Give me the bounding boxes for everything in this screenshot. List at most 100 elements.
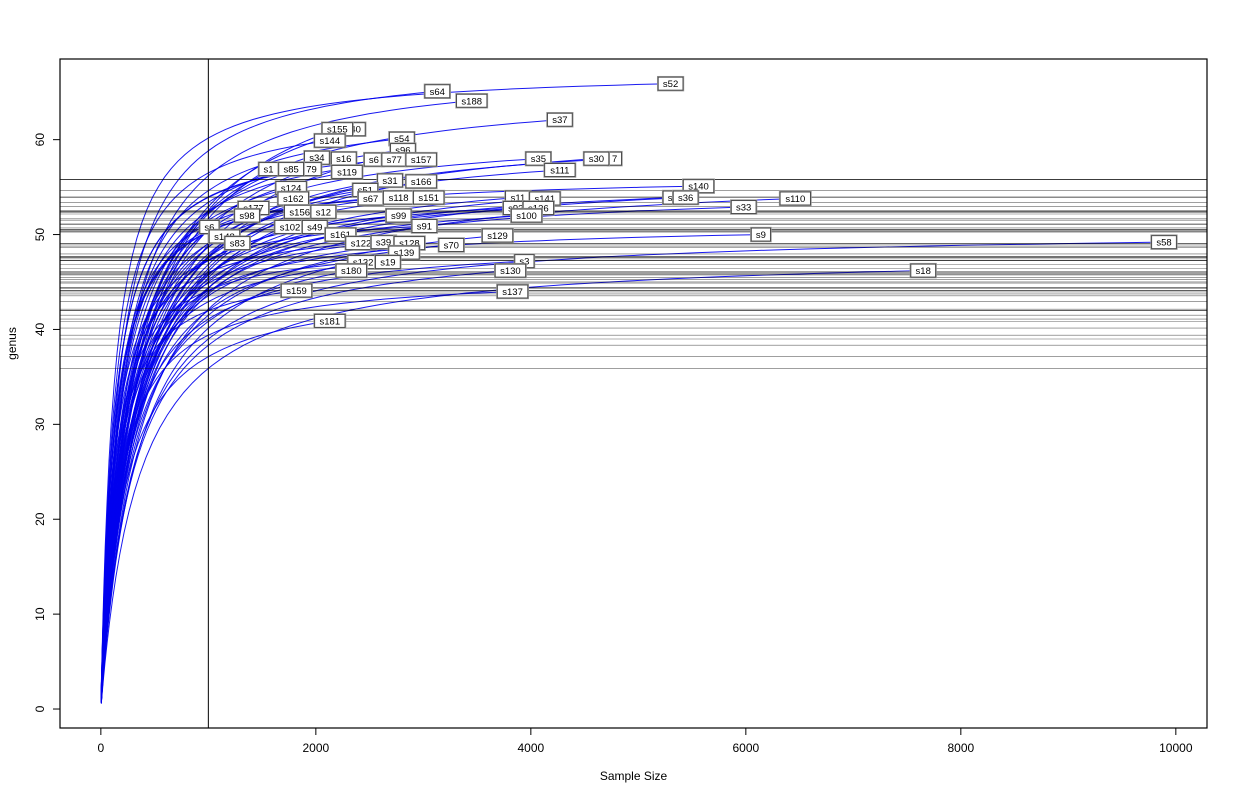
- sample-label-box-shadow: [233, 207, 261, 224]
- sample-label: s83: [230, 239, 245, 250]
- sample-label: s144: [320, 136, 341, 147]
- sample-label-box: [374, 255, 401, 270]
- sample-label-box: [481, 228, 514, 243]
- sample-label: s157: [411, 155, 432, 166]
- rarefaction-curve: [100, 242, 362, 694]
- sample-label: s85: [283, 165, 298, 176]
- sample-label-box: [280, 283, 313, 298]
- sample-label: s31: [382, 176, 397, 187]
- sample-label-box: [234, 208, 260, 223]
- sample-label: s30: [589, 154, 604, 165]
- sample-label-box-shadow: [778, 190, 812, 207]
- sample-label-box-shadow: [546, 112, 574, 128]
- sample-label-box-shadow: [496, 283, 529, 300]
- sample-label-box-shadow: [412, 189, 446, 206]
- sample-label-box-shadow: [280, 282, 313, 299]
- rarefaction-curve: [100, 198, 545, 702]
- sample-label-box: [278, 162, 305, 177]
- sample-label-box: [750, 227, 771, 242]
- sample-label: s6: [369, 155, 379, 166]
- rarefaction-curve: [100, 241, 1165, 703]
- sample-label-box-shadow: [494, 262, 527, 279]
- sample-label-box: [424, 84, 451, 99]
- sample-label: s96: [395, 146, 410, 157]
- sample-label: s54: [394, 134, 409, 145]
- sample-label: s3: [519, 257, 529, 268]
- sample-label: s18: [916, 266, 931, 277]
- sample-label-box: [314, 313, 346, 328]
- sample-label-box-shadow: [524, 150, 552, 167]
- sample-label: s128: [399, 239, 420, 250]
- sample-label-box-shadow: [510, 207, 543, 224]
- sample-label: s111: [550, 166, 569, 177]
- sample-label: s188: [461, 96, 482, 107]
- rarefaction-curve: [100, 83, 671, 689]
- sample-label-box-shadow: [672, 189, 700, 206]
- sample-label-box-shadow: [404, 173, 438, 190]
- sample-label-box-shadow: [543, 162, 577, 178]
- sample-label-box: [438, 237, 465, 252]
- sample-label: s99: [391, 211, 406, 222]
- sample-label: s33: [736, 203, 751, 214]
- sample-label: s140: [688, 182, 709, 193]
- sample-label-box-shadow: [309, 204, 337, 220]
- rarefaction-curve: [100, 270, 511, 703]
- y-tick-label: 40: [33, 322, 47, 336]
- rarefaction-curve: [100, 260, 525, 701]
- sample-label: s130: [500, 266, 521, 277]
- sample-label-box-shadow: [455, 93, 489, 109]
- sample-label: s70: [444, 240, 459, 251]
- sample-label-box-shadow: [330, 164, 364, 180]
- sample-label: s39: [376, 238, 391, 249]
- sample-label: 40: [350, 125, 361, 136]
- sample-label-box: [405, 174, 437, 189]
- sample-label: s181: [320, 316, 341, 327]
- sample-label: s19: [380, 258, 395, 269]
- sample-label: s1: [264, 165, 274, 176]
- rarefaction-curve: [100, 169, 560, 701]
- y-tick-label: 0: [33, 705, 47, 712]
- sample-label: s151: [418, 193, 439, 204]
- sample-label-box-shadow: [1150, 234, 1178, 250]
- sample-label: s67: [363, 194, 378, 205]
- sample-label-box-shadow: [656, 75, 685, 92]
- sample-label-box: [546, 112, 573, 127]
- y-tick-label: 30: [33, 417, 47, 431]
- y-tick-label: 50: [33, 228, 47, 242]
- sample-label: s124: [281, 184, 302, 195]
- sample-label-box: [413, 190, 445, 205]
- rarefaction-curve: [100, 198, 796, 703]
- sample-label: s100: [516, 211, 537, 222]
- sample-label-box: [314, 133, 346, 148]
- sample-label-box-shadow: [582, 150, 611, 167]
- sample-label-box-shadow: [313, 313, 347, 329]
- rarefaction-curve: [100, 270, 924, 704]
- sample-label: s156: [289, 207, 310, 218]
- sample-label: s119: [337, 167, 357, 178]
- rarefaction-curve: [100, 207, 516, 697]
- sample-label: s166: [411, 177, 432, 188]
- sample-label-box: [657, 76, 684, 91]
- y-tick-label: 20: [33, 512, 47, 526]
- sample-label-box: [456, 93, 488, 108]
- sample-label: s91: [417, 222, 432, 233]
- sample-label-box: [910, 263, 937, 278]
- rarefaction-curve: [100, 291, 513, 699]
- sample-label: s12: [316, 207, 331, 218]
- sample-label: s9: [756, 230, 766, 241]
- sample-label: s159: [286, 286, 307, 297]
- sample-label: s161: [330, 230, 351, 241]
- sample-label: s141: [535, 194, 556, 205]
- sample-label-box-shadow: [223, 235, 251, 251]
- sample-label-box-shadow: [481, 227, 514, 244]
- sample-label-box-shadow: [410, 218, 439, 234]
- sample-label: s6: [204, 222, 214, 233]
- sample-label: s110: [785, 194, 805, 205]
- sample-label-box-shadow: [730, 199, 758, 215]
- x-tick-label: 0: [98, 741, 105, 755]
- rarefaction-curve: [100, 320, 330, 702]
- sample-label: s35: [531, 154, 546, 165]
- sample-label-box-shadow: [374, 254, 402, 270]
